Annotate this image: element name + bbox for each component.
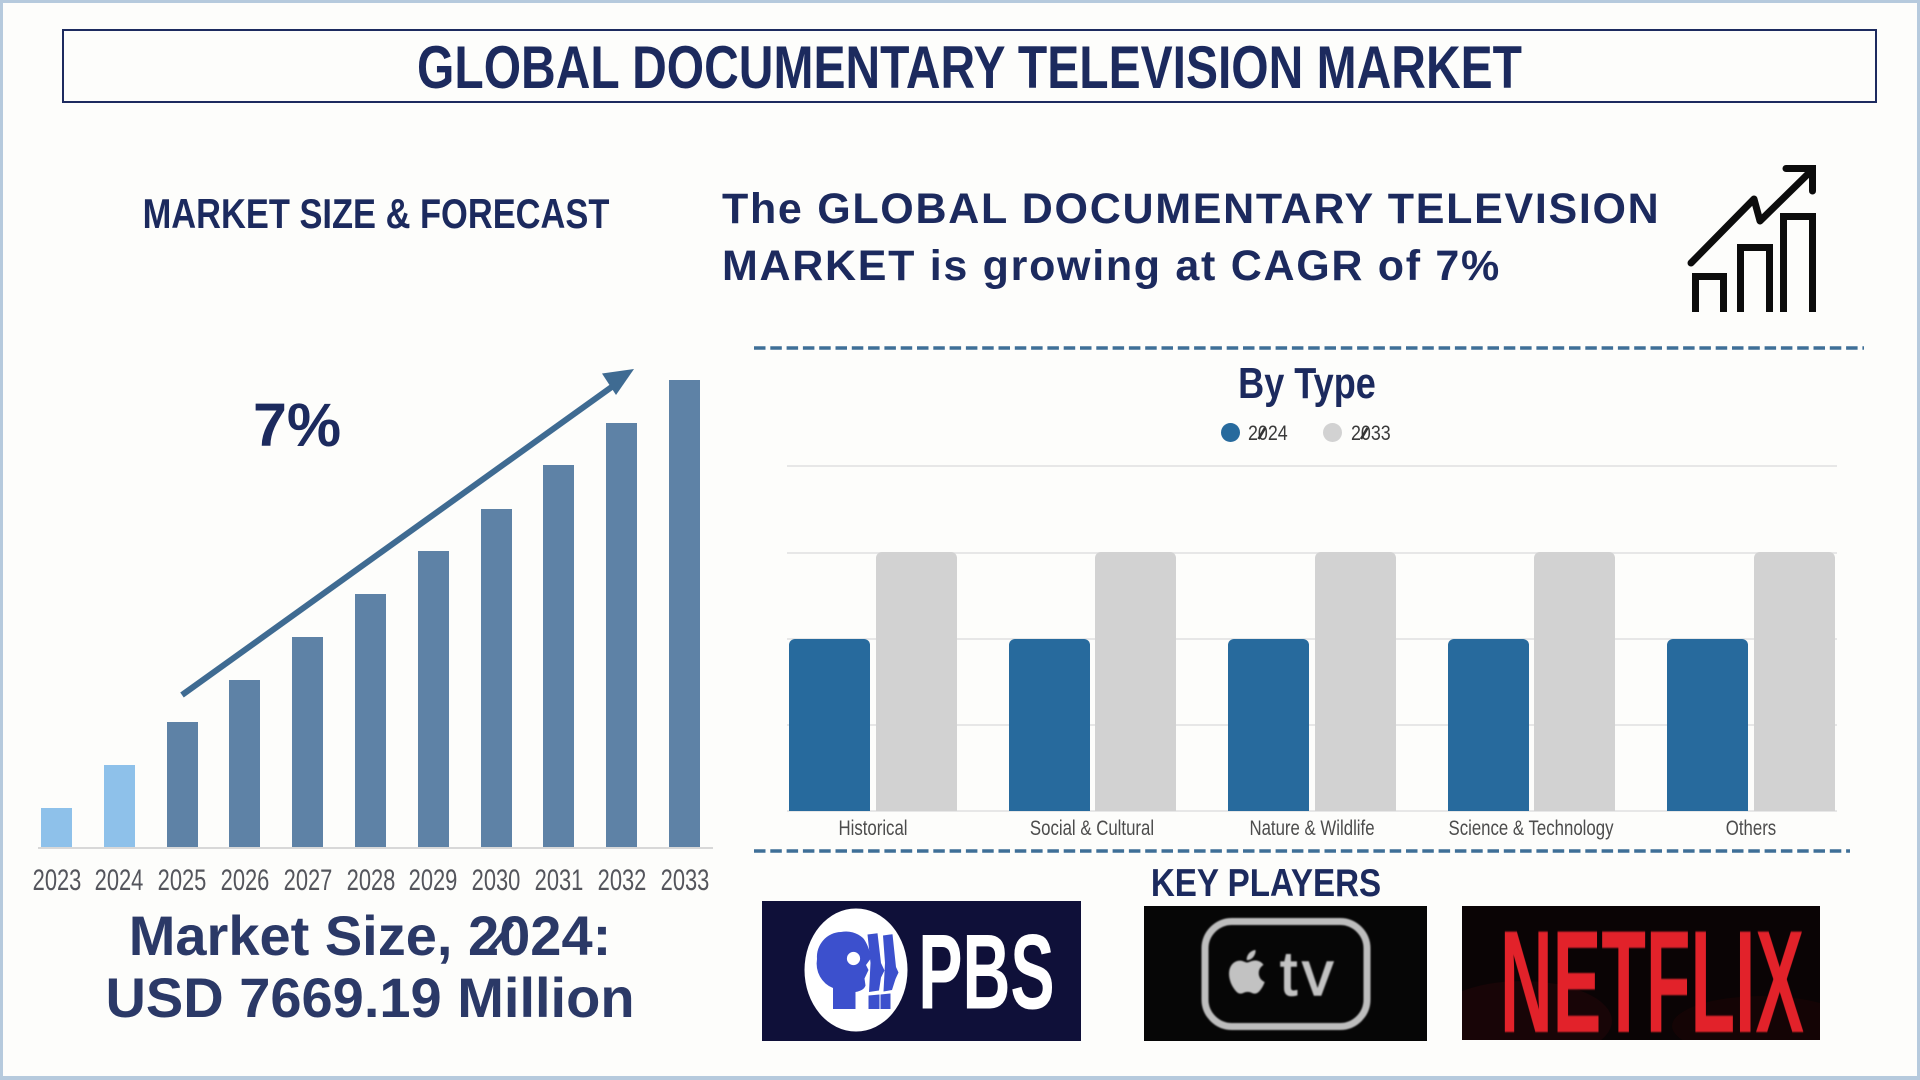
svg-text:NETFLIX: NETFLIX xyxy=(1500,906,1804,1040)
svg-text:tv: tv xyxy=(1280,940,1338,1009)
svg-text:PBS: PBS xyxy=(918,911,1054,1031)
